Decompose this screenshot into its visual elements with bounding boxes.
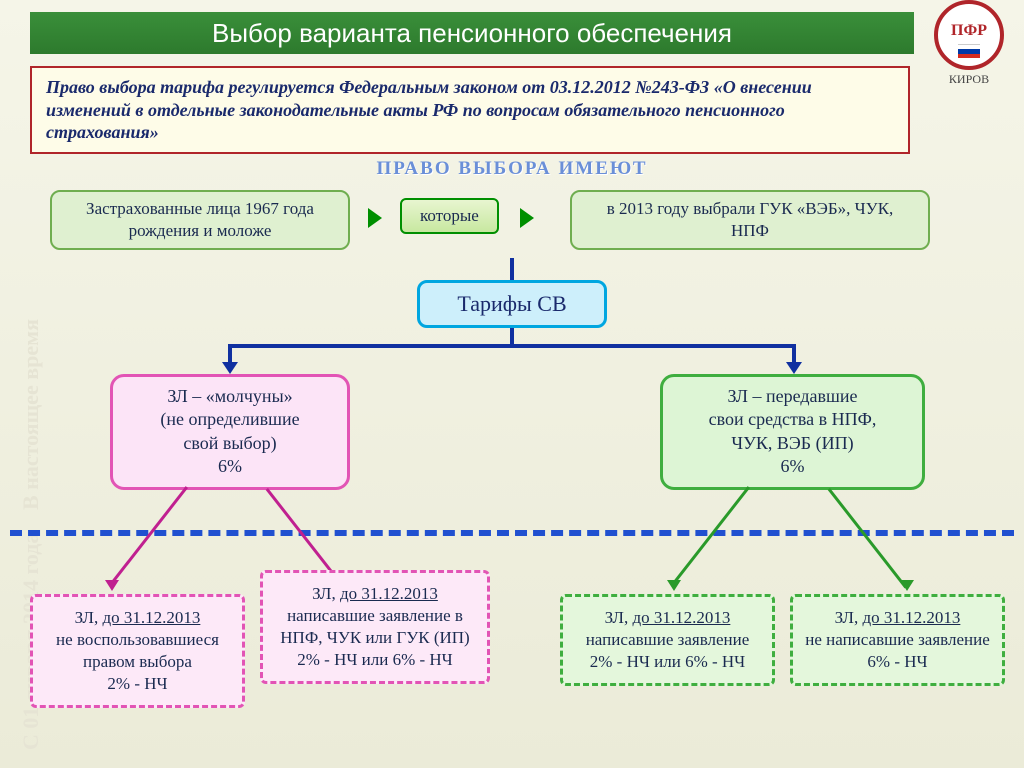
outcome-box-4: ЗЛ, до 31.12.2013 не написавшие заявлени… — [790, 594, 1005, 686]
subheader: ПРАВО ВЫБОРА ИМЕЮТ — [0, 158, 1024, 180]
logo-block: КИРОВ — [924, 0, 1014, 87]
arrow-down-icon — [105, 580, 119, 591]
page-title: Выбор варианта пенсионного обеспечения — [212, 18, 732, 49]
outcome-box-1: ЗЛ, до 31.12.2013 не воспользовавшиеся п… — [30, 594, 245, 708]
arrow-right-icon — [520, 208, 534, 228]
connector-line — [792, 344, 796, 364]
title-bar: Выбор варианта пенсионного обеспечения — [30, 12, 914, 54]
arrow-down-icon — [667, 580, 681, 591]
eligibility-row: Застрахованные лица 1967 года рождения и… — [30, 190, 994, 254]
outcome-box-3: ЗЛ, до 31.12.2013 написавшие заявление 2… — [560, 594, 775, 686]
arrow-down-icon — [786, 362, 802, 374]
text-line: 6% — [673, 455, 912, 478]
connector-which: которые — [400, 198, 499, 234]
tariff-node: Тарифы СВ — [417, 280, 607, 328]
arrow-right-icon — [368, 208, 382, 228]
text-line: 6% — [123, 455, 337, 478]
text-line: ЧУК, ВЭБ (ИП) — [673, 432, 912, 455]
eligibility-right: в 2013 году выбрали ГУК «ВЭБ», ЧУК, НПФ — [570, 190, 930, 250]
pfr-logo-icon — [934, 0, 1004, 70]
eligibility-left: Застрахованные лица 1967 года рождения и… — [50, 190, 350, 250]
text-line: (не определившие — [123, 408, 337, 431]
arrow-down-icon — [900, 580, 914, 591]
flag-icon — [958, 44, 980, 58]
connector-line — [228, 344, 232, 364]
ghost-label-current: В настоящее время — [18, 319, 44, 510]
outcome-box-2: ЗЛ, до 31.12.2013 написавшие заявление в… — [260, 570, 490, 684]
text-line: свои средства в НПФ, — [673, 408, 912, 431]
law-reference-box: Право выбора тарифа регулируется Федерал… — [30, 66, 910, 154]
text-line: ЗЛ – «молчуны» — [123, 385, 337, 408]
branch-right-box: ЗЛ – передавшие свои средства в НПФ, ЧУК… — [660, 374, 925, 490]
connector-line — [228, 344, 796, 348]
text-line: свой выбор) — [123, 432, 337, 455]
logo-region-label: КИРОВ — [924, 72, 1014, 87]
branch-left-box: ЗЛ – «молчуны» (не определившие свой выб… — [110, 374, 350, 490]
arrow-down-icon — [222, 362, 238, 374]
text-line: ЗЛ – передавшие — [673, 385, 912, 408]
connector-line — [510, 258, 514, 282]
